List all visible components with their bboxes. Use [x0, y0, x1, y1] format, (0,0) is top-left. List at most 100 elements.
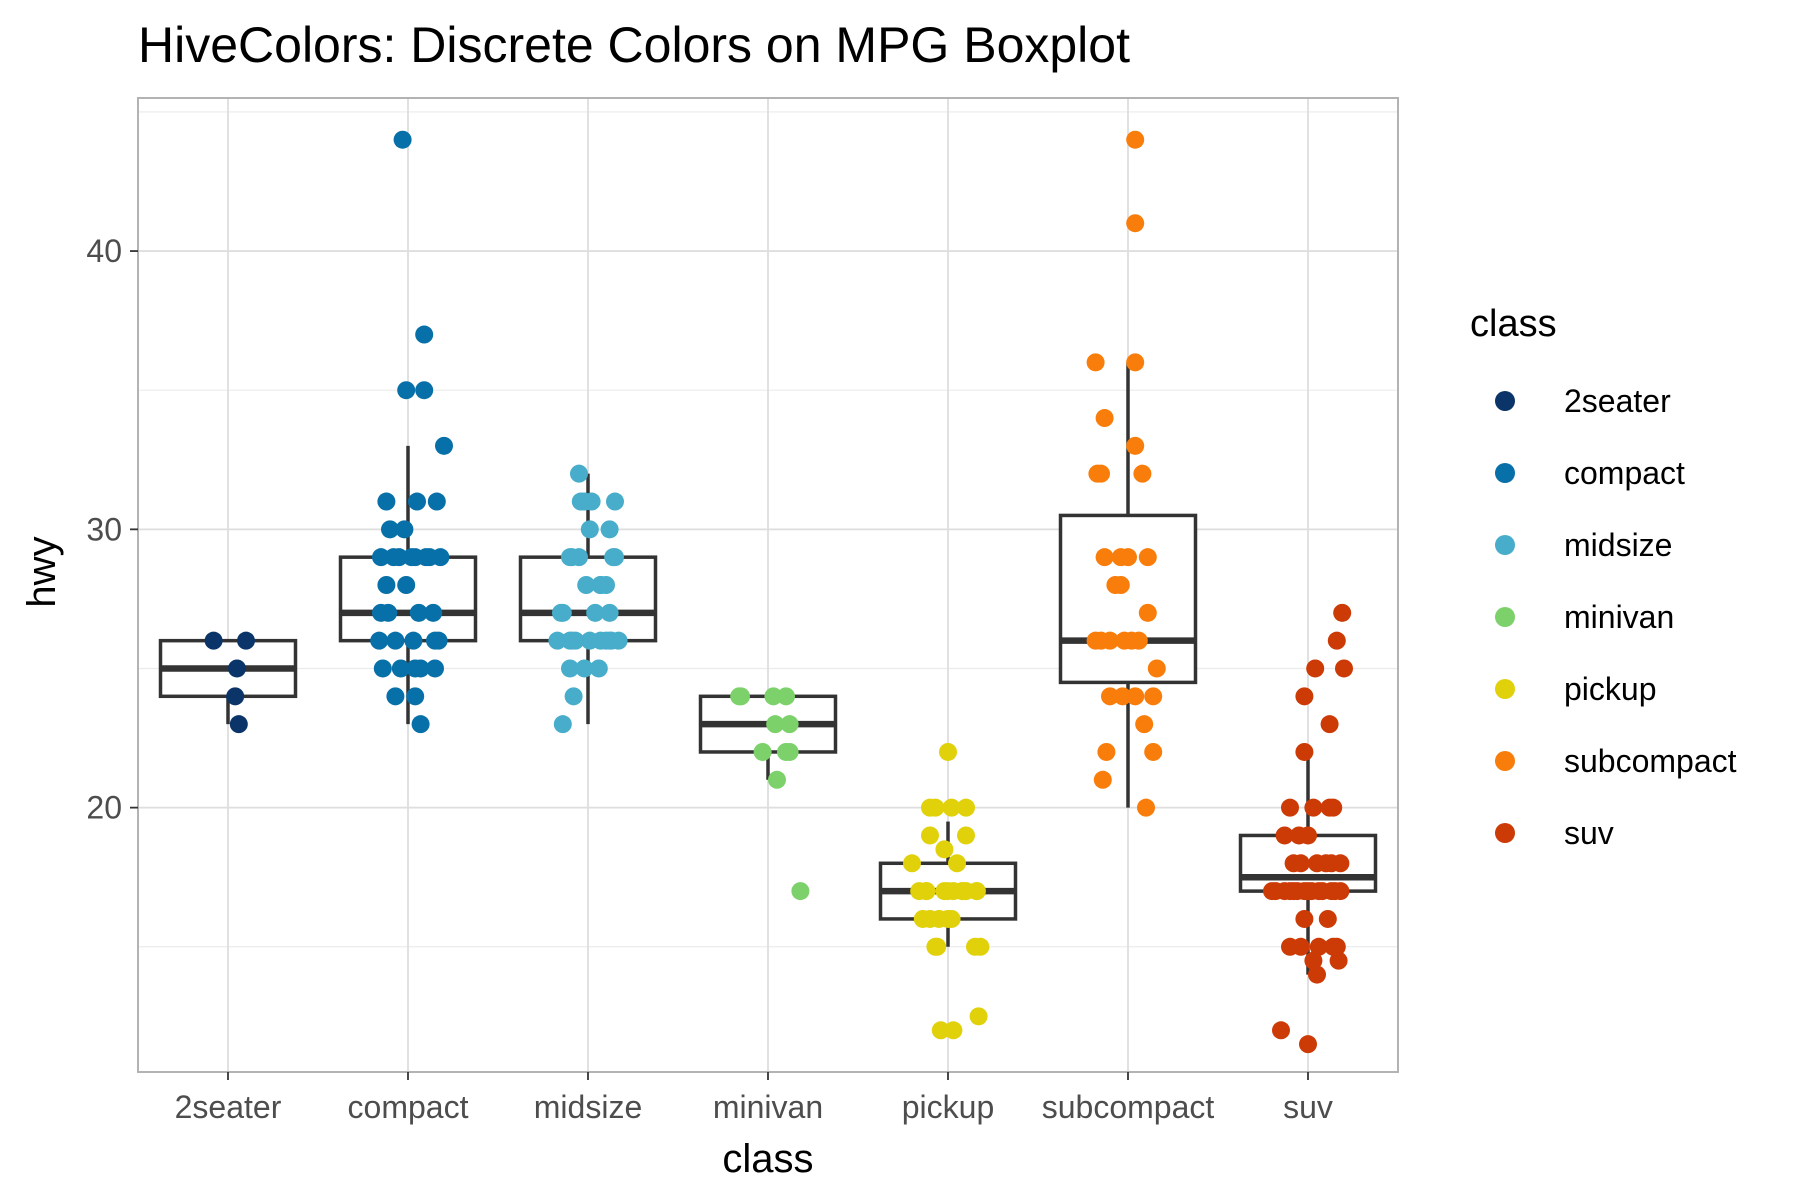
- point-suv: [1327, 631, 1346, 650]
- point-subcompact: [1101, 687, 1119, 706]
- x-tick-label: compact: [348, 1089, 469, 1125]
- legend-key: [1495, 535, 1515, 555]
- point-compact: [408, 492, 426, 511]
- point-subcompact: [1119, 548, 1137, 567]
- point-subcompact: [1138, 548, 1157, 567]
- point-midsize: [553, 603, 572, 622]
- legend-key: [1495, 391, 1515, 411]
- point-pickup: [953, 882, 972, 901]
- point-midsize: [580, 520, 599, 539]
- point-compact: [377, 576, 396, 594]
- point-2seater: [226, 687, 245, 706]
- legend-item-subcompact: subcompact: [1495, 743, 1737, 779]
- point-minivan: [780, 715, 799, 734]
- point-compact: [415, 381, 434, 400]
- point-compact: [411, 715, 430, 734]
- point-compact: [379, 603, 398, 622]
- legend-label: suv: [1564, 815, 1614, 851]
- legend-label: compact: [1564, 455, 1685, 491]
- legend-label: minivan: [1564, 599, 1674, 635]
- point-midsize: [561, 659, 579, 678]
- point-midsize: [589, 659, 608, 678]
- point-subcompact: [1144, 742, 1163, 761]
- point-suv: [1326, 882, 1344, 901]
- point-subcompact: [1137, 798, 1155, 817]
- y-axis-ticks: 20 30 40: [86, 233, 138, 826]
- point-compact: [386, 687, 405, 706]
- legend-label: midsize: [1564, 527, 1672, 563]
- point-compact: [370, 631, 389, 650]
- point-pickup: [957, 826, 975, 845]
- point-pickup: [967, 882, 986, 901]
- point-compact: [409, 603, 428, 622]
- point-suv: [1329, 951, 1348, 970]
- point-subcompact: [1097, 742, 1116, 761]
- box-minivan: [698, 694, 838, 780]
- point-subcompact: [1133, 464, 1152, 483]
- point-suv: [1295, 909, 1314, 928]
- point-suv: [1331, 854, 1350, 873]
- point-midsize: [606, 492, 624, 511]
- point-subcompact: [1144, 687, 1163, 706]
- point-midsize: [600, 520, 619, 539]
- point-midsize: [600, 603, 619, 622]
- x-tick-label: subcompact: [1042, 1089, 1215, 1125]
- point-suv: [1263, 882, 1281, 901]
- point-subcompact: [1095, 548, 1114, 567]
- point-minivan: [753, 742, 772, 761]
- point-minivan: [791, 882, 810, 901]
- point-midsize: [562, 548, 581, 567]
- point-subcompact: [1111, 576, 1130, 594]
- point-suv: [1304, 798, 1323, 817]
- point-suv: [1306, 659, 1325, 678]
- point-compact: [411, 659, 430, 678]
- point-midsize: [602, 631, 621, 650]
- point-subcompact: [1126, 214, 1145, 233]
- point-pickup: [969, 1007, 988, 1026]
- point-subcompact: [1101, 631, 1119, 650]
- point-minivan: [768, 770, 786, 789]
- point-minivan: [732, 687, 750, 706]
- box-subcompact: [1058, 362, 1198, 808]
- legend-item-pickup: pickup: [1495, 671, 1657, 707]
- point-pickup: [942, 798, 961, 817]
- point-compact: [390, 548, 408, 567]
- point-midsize: [570, 464, 588, 483]
- point-minivan: [780, 742, 799, 761]
- point-compact: [402, 548, 421, 567]
- legend-label: subcompact: [1564, 743, 1737, 779]
- point-compact: [427, 492, 446, 511]
- point-pickup: [921, 826, 939, 845]
- x-tick-label: 2seater: [175, 1089, 282, 1125]
- point-pickup: [931, 1021, 950, 1040]
- point-subcompact: [1129, 631, 1148, 650]
- legend-item-2seater: 2seater: [1495, 383, 1671, 419]
- point-pickup: [926, 937, 945, 956]
- legend-item-midsize: midsize: [1495, 527, 1672, 563]
- point-suv: [1324, 937, 1343, 956]
- point-pickup: [948, 854, 966, 873]
- point-suv: [1335, 659, 1353, 678]
- x-tick-label: midsize: [534, 1089, 642, 1125]
- legend: class 2seater compact midsize minivan pickup…: [1470, 303, 1737, 851]
- point-compact: [424, 603, 443, 622]
- legend-key: [1495, 607, 1515, 627]
- point-pickup: [935, 840, 954, 859]
- point-subcompact: [1126, 353, 1145, 372]
- point-compact: [406, 687, 425, 706]
- point-suv: [1309, 882, 1328, 901]
- point-suv: [1281, 937, 1299, 956]
- point-suv: [1291, 854, 1310, 873]
- grid: [138, 98, 1398, 1072]
- point-compact: [373, 659, 392, 678]
- legend-key: [1495, 751, 1515, 771]
- point-subcompact: [1095, 409, 1114, 428]
- point-suv: [1308, 965, 1326, 984]
- legend-items: 2seater compact midsize minivan pickup subcom…: [1495, 383, 1737, 851]
- point-suv: [1281, 798, 1299, 817]
- point-suv: [1299, 1035, 1317, 1054]
- legend-key: [1495, 463, 1515, 483]
- point-subcompact: [1088, 464, 1107, 483]
